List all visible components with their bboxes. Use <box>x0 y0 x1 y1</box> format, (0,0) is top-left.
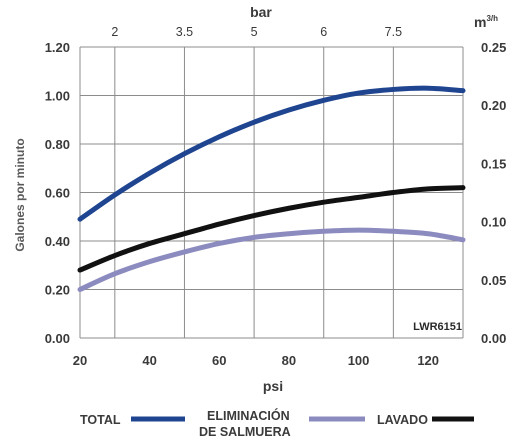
y-right-tick-label: 0.25 <box>481 40 506 55</box>
legend-label-total: TOTAL <box>80 413 121 427</box>
legend-item-eliminacion: ELIMINACIÓN DE SALMUERA <box>199 408 365 439</box>
y-right-title: m3/h <box>474 14 498 30</box>
x-bottom-tick-label: 100 <box>348 353 370 368</box>
y-left-title: Galones por minuto <box>13 138 27 251</box>
x-top-tick-label: 5 <box>251 25 258 39</box>
y-left-tick-label: 0.00 <box>45 331 70 346</box>
y-left-tick-label: 0.20 <box>45 283 70 298</box>
y-left-tick-label: 0.60 <box>45 186 70 201</box>
x-bottom-tick-label: 40 <box>142 353 156 368</box>
x-bottom-tick-label: 60 <box>212 353 226 368</box>
x-top-title: bar <box>250 4 272 20</box>
legend-label-lavado: LAVADO <box>377 413 428 427</box>
y-right-tick-label: 0.15 <box>481 156 506 171</box>
legend-item-lavado: LAVADO <box>377 413 474 427</box>
y-right-tick-label: 0.10 <box>481 215 506 230</box>
x-top-tick-label: 3.5 <box>176 25 193 39</box>
x-bottom-tick-label: 80 <box>282 353 296 368</box>
y-left-tick-label: 0.40 <box>45 234 70 249</box>
y-left-tick-label: 1.00 <box>45 89 70 104</box>
series-line-eliminacion-de-salmuera <box>77 227 466 292</box>
x-top-tick-label: 7.5 <box>385 25 402 39</box>
axes: 0.00 0.20 0.40 0.60 0.80 1.00 1.20 0.00 0.05 0.10… <box>45 25 507 368</box>
legend-label-eliminacion-line2: DE SALMUERA <box>199 425 291 439</box>
series-line-total <box>77 85 466 222</box>
y-right-tick-label: 0.20 <box>481 98 506 113</box>
x-top-tick-label: 6 <box>320 25 327 39</box>
legend-label-eliminacion-line1: ELIMINACIÓN <box>207 408 290 423</box>
series-line-lavado <box>77 185 466 273</box>
y-right-tick-label: 0.05 <box>481 273 506 288</box>
series-lines <box>77 85 466 292</box>
y-left-tick-label: 1.20 <box>45 40 70 55</box>
legend: TOTAL ELIMINACIÓN DE SALMUERA LAVADO <box>80 408 474 439</box>
y-right-title-sup: 3/h <box>486 14 498 23</box>
x-bottom-tick-label: 20 <box>73 353 87 368</box>
y-right-tick-label: 0.00 <box>481 331 506 346</box>
x-bottom-tick-label: 120 <box>417 353 439 368</box>
legend-item-total: TOTAL <box>80 413 185 427</box>
x-bottom-title: psi <box>263 378 283 394</box>
model-label: LWR6151 <box>413 321 462 333</box>
y-left-tick-label: 0.80 <box>45 137 70 152</box>
x-top-tick-label: 2 <box>111 25 118 39</box>
